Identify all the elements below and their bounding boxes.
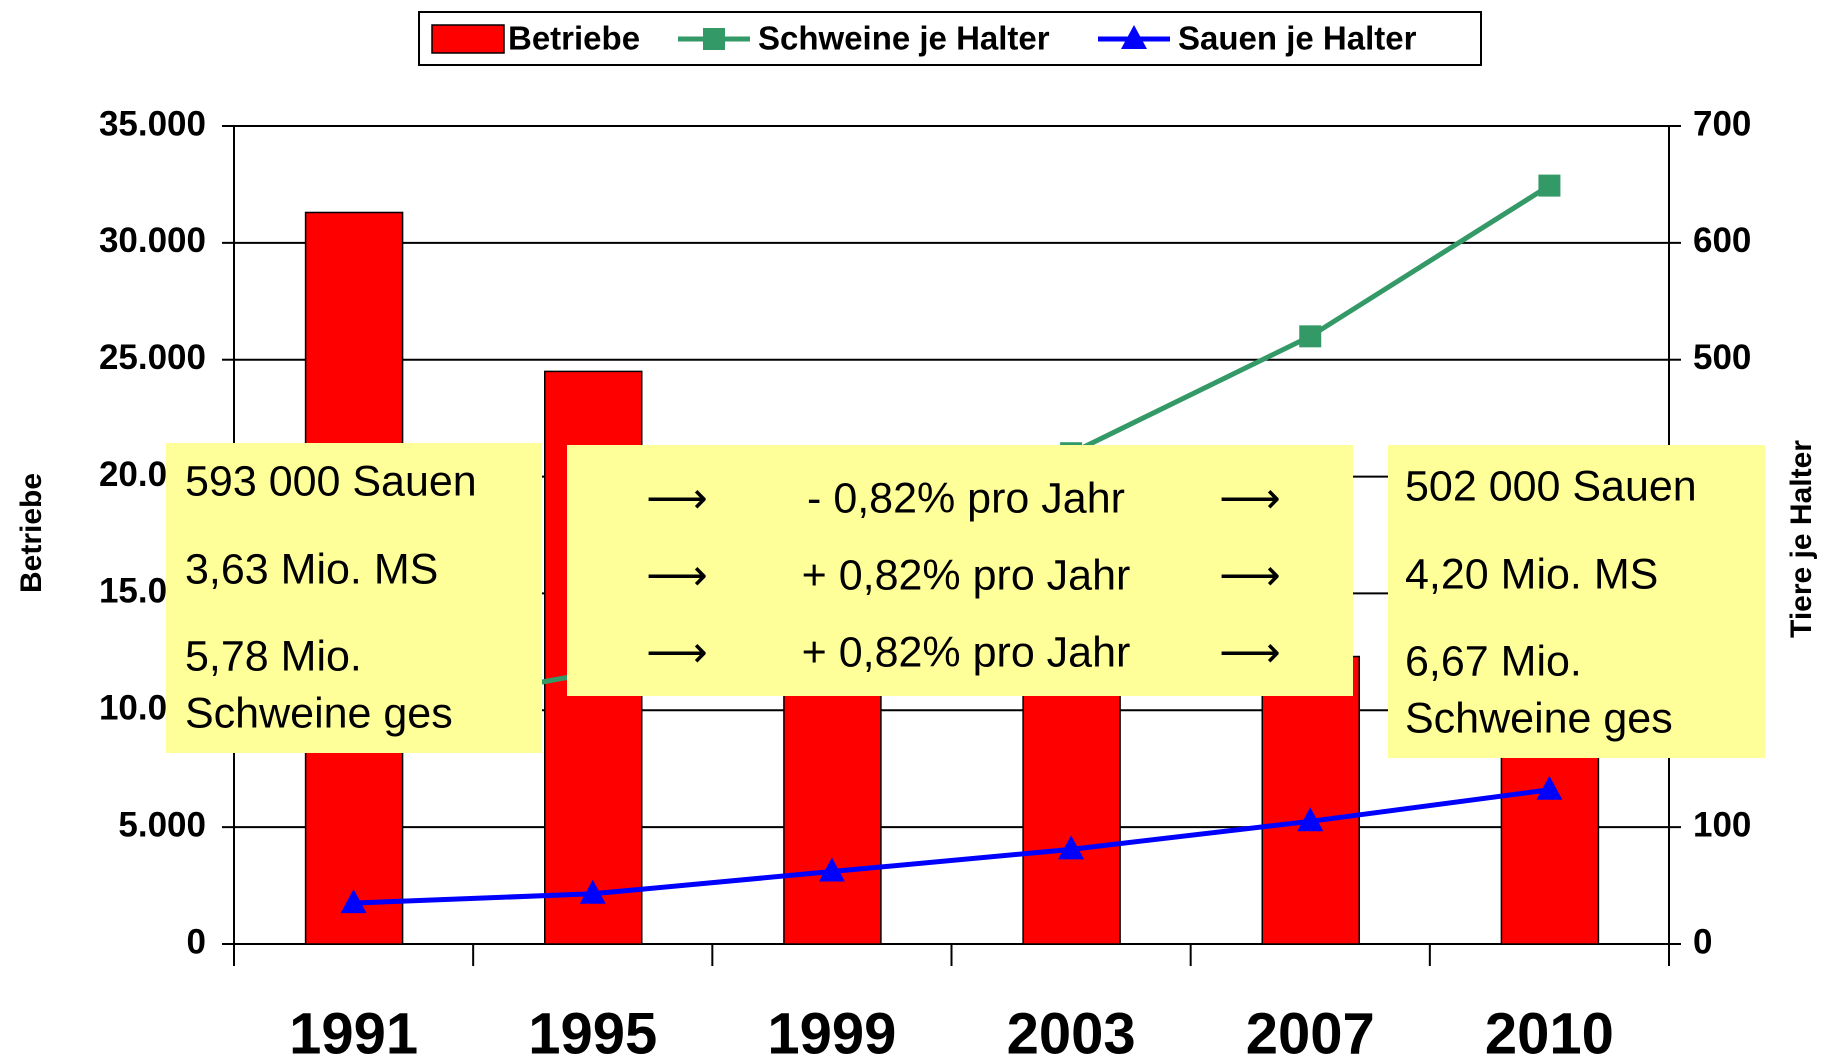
y2-tick-label: 500 [1693, 338, 1751, 377]
annotation-arrow: ⟶ [1219, 551, 1281, 599]
legend-box [418, 11, 1482, 66]
y-tick-label: 25.000 [99, 338, 206, 377]
marker [1538, 174, 1561, 197]
annotation-text: 5,78 Mio. [185, 632, 362, 680]
x-tick-label: 2007 [1246, 1001, 1375, 1060]
annotation-box [1388, 445, 1765, 758]
marker [579, 879, 606, 904]
legend-label: Schweine je Halter [758, 20, 1050, 57]
line [353, 787, 1550, 906]
marker [340, 889, 367, 914]
y-tick-label: 35.000 [99, 104, 206, 143]
annotation-arrow: ⟶ [1219, 628, 1281, 676]
y2-tick-label: 0 [1693, 922, 1712, 961]
y-tick-label: 0 [187, 922, 206, 961]
legend-marker [1121, 25, 1147, 49]
x-tick-label: 1995 [528, 1001, 657, 1060]
x-tick-label: 1999 [767, 1001, 896, 1060]
bar [1500, 721, 1600, 945]
y-tick-label: 30.000 [99, 221, 206, 260]
annotation-text: + 0,82% pro Jahr [802, 628, 1131, 676]
x-tick-label: 2003 [1007, 1001, 1136, 1060]
legend-swatch [431, 24, 505, 54]
legend-marker [703, 28, 725, 50]
annotation-text: + 0,82% pro Jahr [802, 551, 1131, 599]
annotation-box [166, 443, 542, 753]
x-tick-label: 2010 [1485, 1001, 1614, 1060]
legend-label: Sauen je Halter [1178, 20, 1417, 57]
annotation-text: - 0,82% pro Jahr [807, 474, 1125, 522]
marker [1536, 775, 1563, 800]
marker [1058, 835, 1085, 860]
x-tick-label: 1991 [289, 1001, 418, 1060]
annotation-text: 593 000 Sauen [185, 457, 477, 505]
marker [1297, 807, 1324, 832]
annotation-text: 6,67 Mio. [1405, 637, 1582, 685]
annotation-arrow: ⟶ [646, 551, 708, 599]
y2-tick-label: 100 [1693, 805, 1751, 844]
annotation-arrow: ⟶ [646, 628, 708, 676]
bar [1261, 655, 1360, 945]
annotation-arrow: ⟶ [646, 474, 708, 522]
annotation-arrow: ⟶ [1219, 474, 1281, 522]
marker [1299, 325, 1322, 348]
annotation-text: Schweine ges [185, 689, 453, 737]
y2-tick-label: 700 [1693, 104, 1751, 143]
legend-label: Betriebe [508, 20, 640, 57]
annotation-text: 502 000 Sauen [1405, 462, 1697, 510]
y-axis-label: Betriebe [15, 473, 48, 593]
y-tick-label: 5.000 [118, 805, 206, 844]
marker [818, 857, 845, 882]
annotation-text: 3,63 Mio. MS [185, 545, 438, 593]
annotation-text: Schweine ges [1405, 694, 1673, 742]
y2-axis-label: Tiere je Halter [1785, 440, 1818, 638]
annotation-text: 4,20 Mio. MS [1405, 550, 1658, 598]
annotation-box [567, 445, 1353, 696]
y2-tick-label: 600 [1693, 221, 1751, 260]
